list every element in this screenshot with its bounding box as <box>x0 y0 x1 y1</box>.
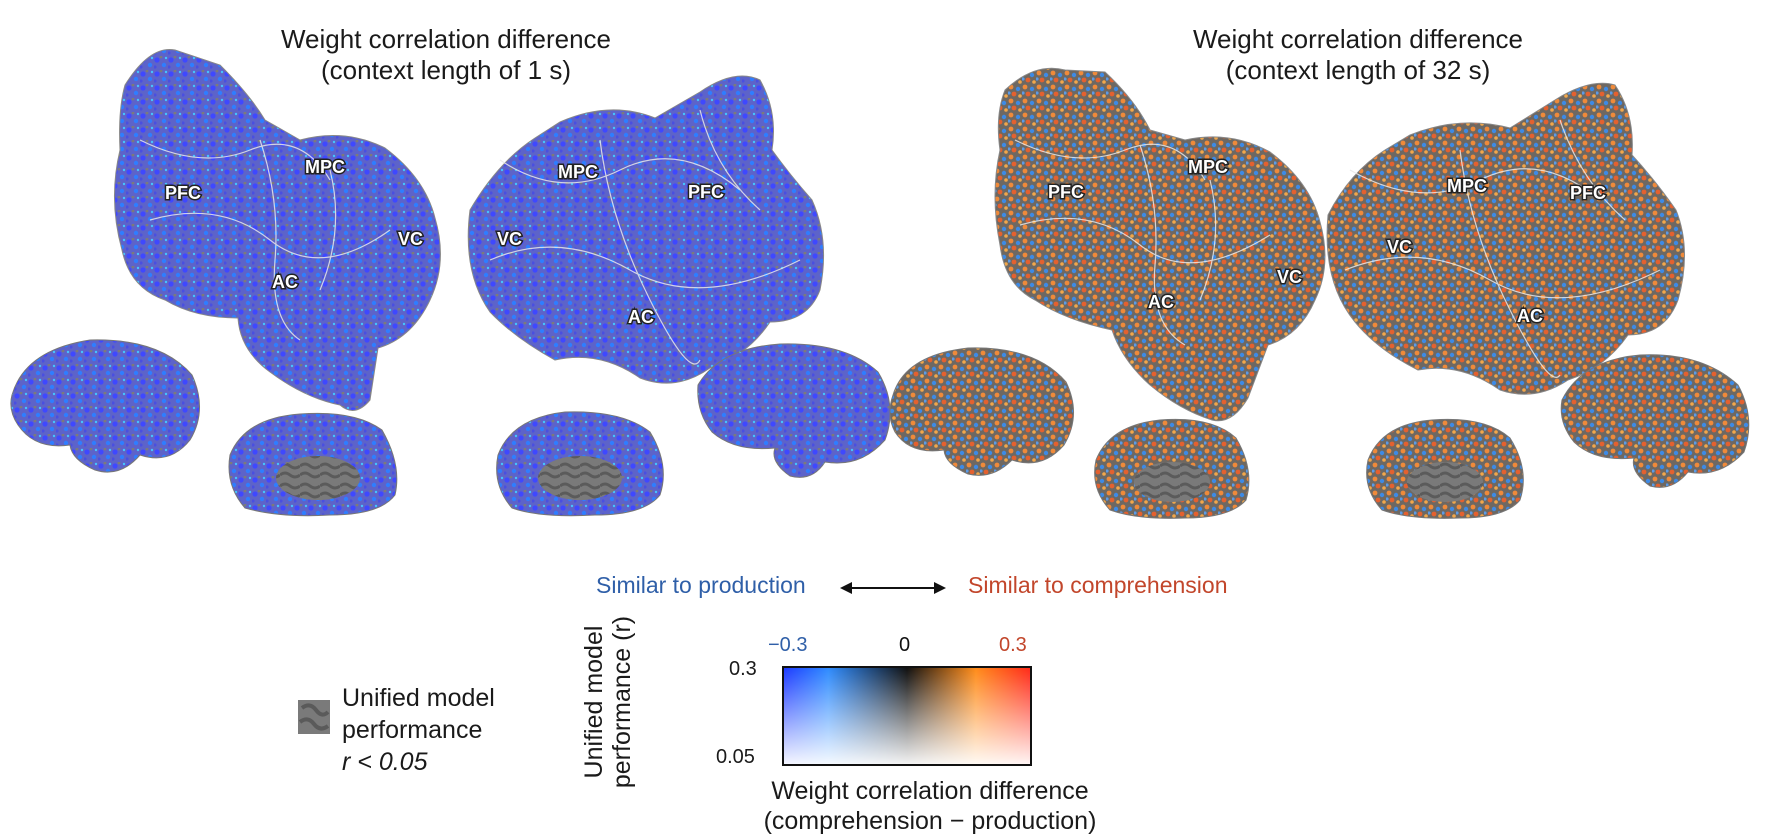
mask-legend-line2: performance <box>342 716 483 744</box>
panel2-mpc-left-label: MPC <box>1188 157 1228 177</box>
panel1-vc-right-label: VC <box>497 229 522 249</box>
panel1-title-line1: Weight correlation difference <box>280 24 611 54</box>
panel1-title: Weight correlation difference (context l… <box>186 24 706 86</box>
panel1-pfc-right-label: PFC <box>688 182 724 202</box>
panel2-title: Weight correlation difference (context l… <box>1098 24 1618 86</box>
colorbar-xtick-zero: 0 <box>899 634 911 656</box>
panel2-title-line1: Weight correlation difference <box>1192 24 1523 54</box>
panel2-mpc-right-label: MPC <box>1447 176 1487 196</box>
panel1-ac-right-label: AC <box>628 307 654 327</box>
panel2-ac-right-label: AC <box>1517 306 1543 326</box>
panel1-mpc-left-label: MPC <box>305 157 345 177</box>
colorbar-ytick-top: 0.3 <box>729 658 757 680</box>
panel1-pfc-left-label: PFC <box>165 183 201 203</box>
direction-left-label: Similar to production <box>596 572 806 598</box>
colorbar-ylabel-line2: performance (r) <box>608 615 636 789</box>
panel1-roi-labels: PFC MPC AC VC MPC PFC VC AC <box>164 156 726 329</box>
panel2-vc-right-label: VC <box>1387 237 1412 257</box>
panel2-inflated-brains <box>889 347 1750 519</box>
panel1-inflated-brains <box>10 339 891 517</box>
panel1-ac-left-label: AC <box>272 272 298 292</box>
panel2-title-line2: (context length of 32 s) <box>1225 55 1491 85</box>
mask-legend-label: Unified model performance r < 0.05 <box>342 682 495 778</box>
colorbar-xlabel-line2: (comprehension − production) <box>763 807 1097 835</box>
panel2-vc-left-label: VC <box>1277 267 1302 287</box>
panel2-pfc-left-label: PFC <box>1048 182 1084 202</box>
panel1-title-line2: (context length of 1 s) <box>320 55 572 85</box>
colorbar-2d <box>782 666 1032 766</box>
direction-right-label: Similar to comprehension <box>968 572 1228 598</box>
panel2-flatmaps <box>994 67 1685 422</box>
colorbar-ytick-bottom: 0.05 <box>716 746 755 768</box>
double-arrow-icon <box>840 582 946 594</box>
mask-legend-line1: Unified model <box>342 684 495 712</box>
panel1-mpc-right-label: MPC <box>558 162 598 182</box>
colorbar-ylabel-line1: Unified model <box>580 625 608 779</box>
colorbar-xlabel: Weight correlation difference (comprehen… <box>720 776 1140 836</box>
masked-cortex-swatch-icon <box>298 700 330 734</box>
panel2-pfc-right-label: PFC <box>1570 183 1606 203</box>
panel1-vc-left-label: VC <box>398 229 423 249</box>
colorbar-xtick-pos: 0.3 <box>999 634 1027 656</box>
colorbar-xtick-neg: −0.3 <box>768 634 808 656</box>
mask-legend-line3: r < 0.05 <box>342 748 428 776</box>
panel1-flatmaps <box>113 48 825 411</box>
colorbar-xlabel-line1: Weight correlation difference <box>771 777 1089 805</box>
colorbar-ylabel: Unified model performance (r) <box>580 592 636 812</box>
brain-maps: PFC MPC AC VC MPC PFC VC AC PFC MPC AC V… <box>10 48 1750 519</box>
panel2-ac-left-label: AC <box>1148 292 1174 312</box>
panel2-roi-labels: PFC MPC AC VC MPC PFC VC AC <box>1047 156 1608 328</box>
